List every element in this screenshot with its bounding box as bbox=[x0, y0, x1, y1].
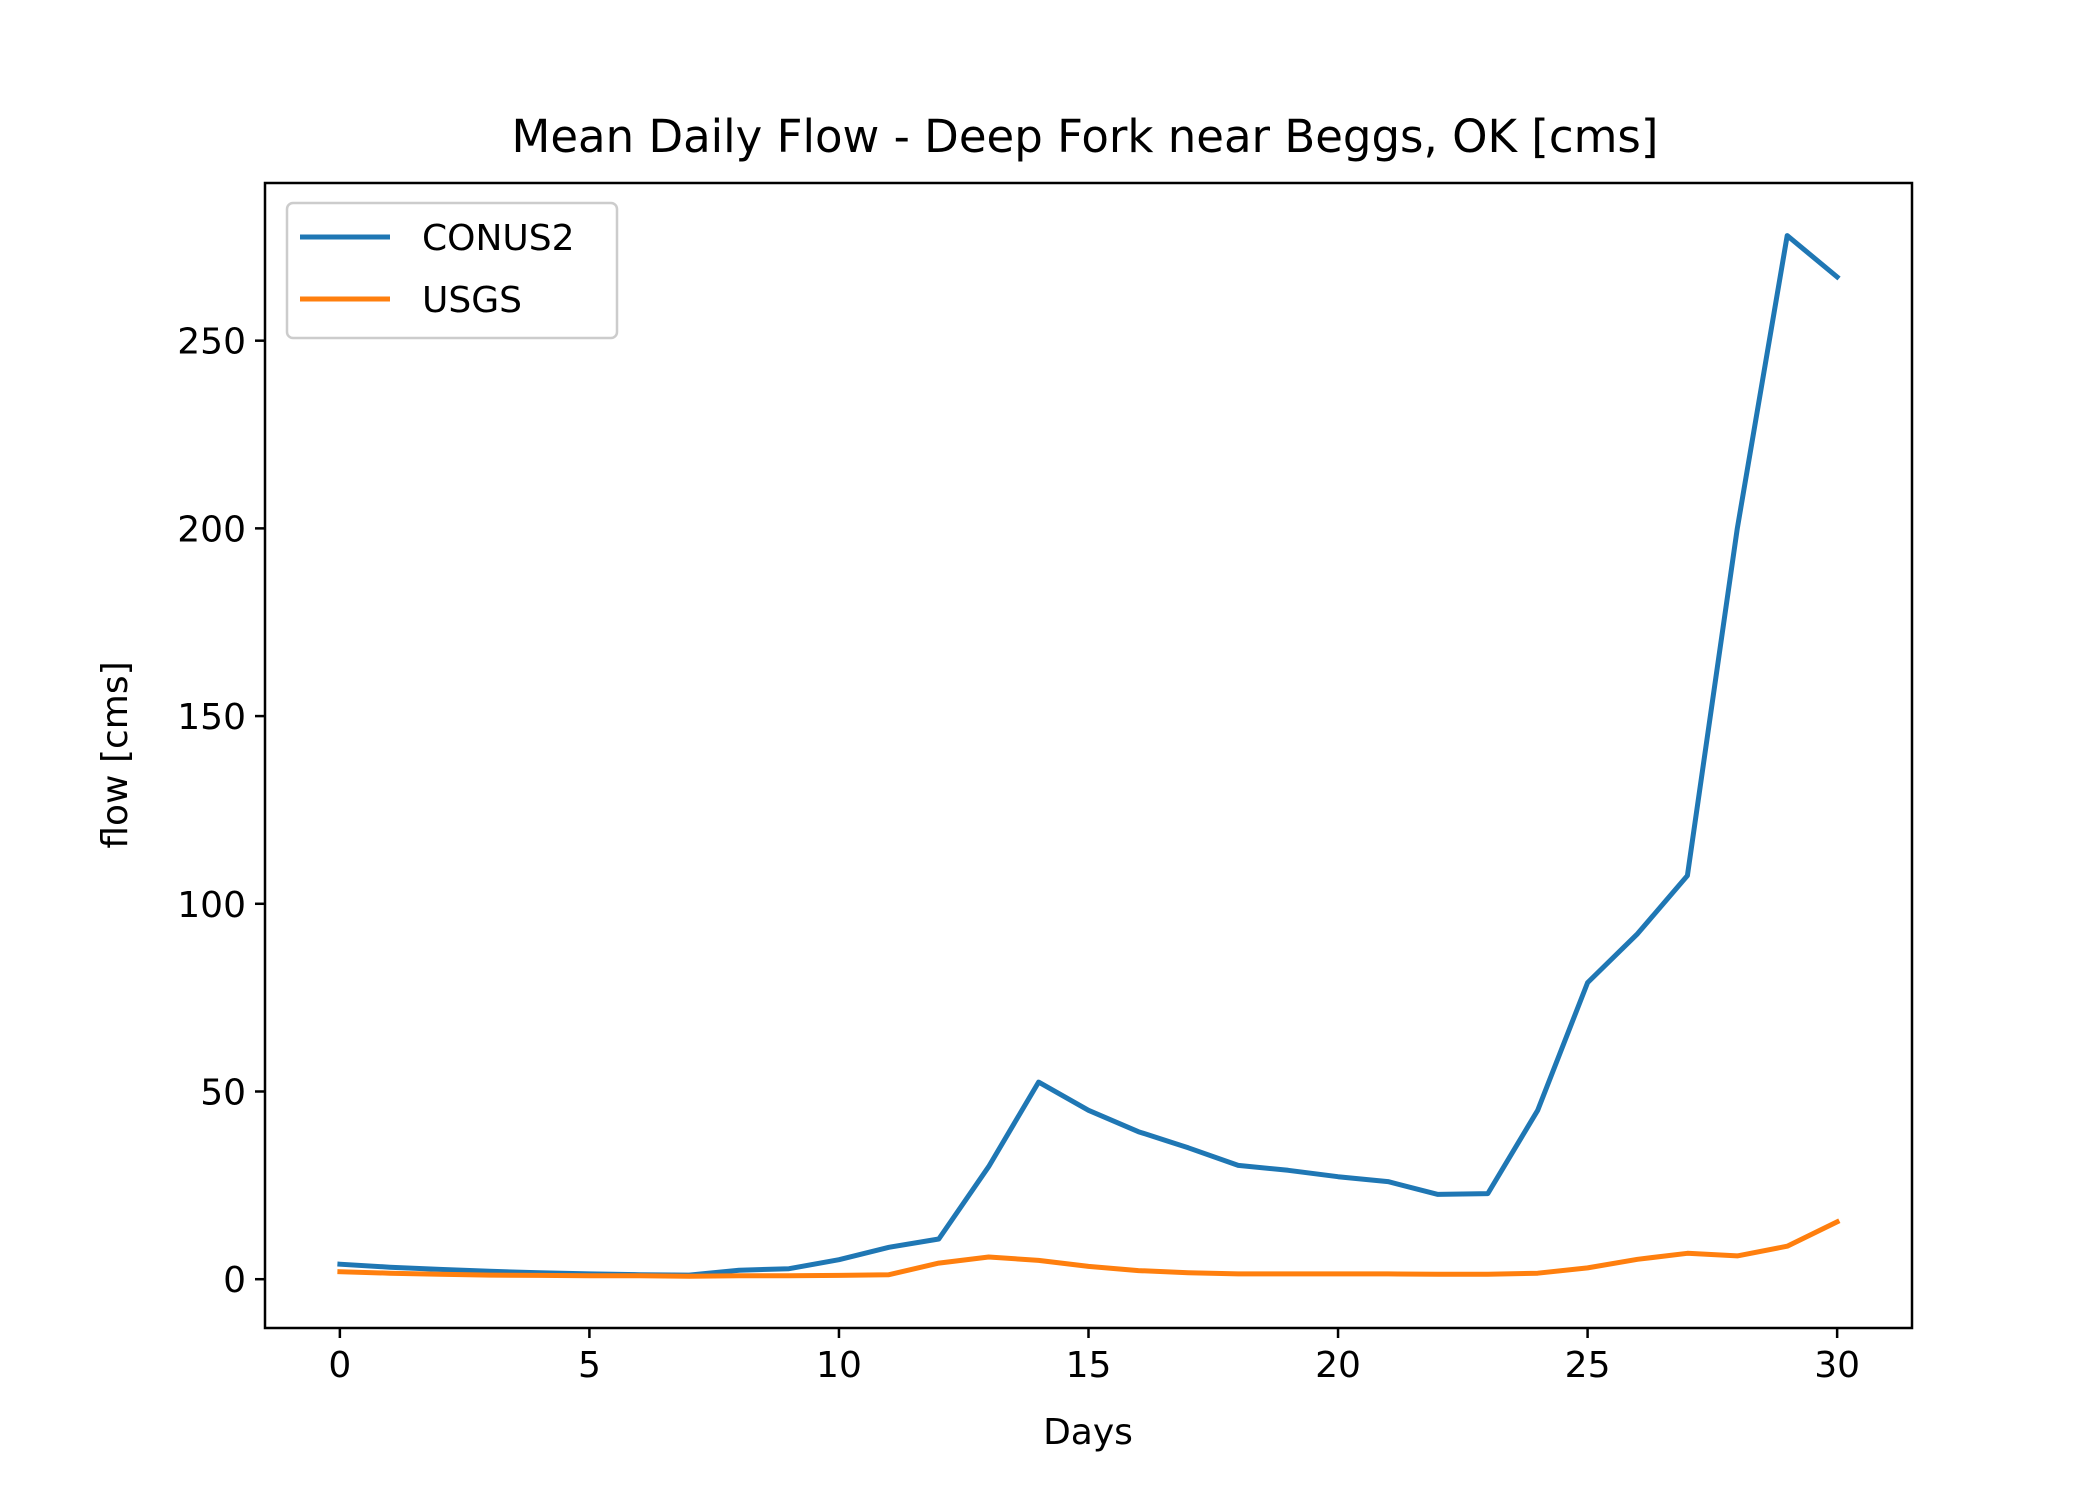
x-axis-label: Days bbox=[1043, 1412, 1133, 1453]
y-tick-label: 250 bbox=[177, 322, 246, 363]
x-tick-label: 15 bbox=[1066, 1345, 1112, 1386]
legend: CONUS2 USGS bbox=[285, 201, 619, 340]
y-tick-label: 0 bbox=[223, 1260, 246, 1301]
chart-title: Mean Daily Flow - Deep Fork near Beggs, … bbox=[512, 110, 1659, 163]
y-tick-label: 50 bbox=[200, 1072, 246, 1113]
x-tick-label: 20 bbox=[1315, 1345, 1361, 1386]
series-line-usgs bbox=[337, 1218, 1841, 1279]
legend-label-usgs: USGS bbox=[422, 280, 522, 321]
y-tick-label: 200 bbox=[177, 509, 246, 550]
legend-label-conus2: CONUS2 bbox=[422, 218, 575, 259]
series-layer bbox=[337, 233, 1841, 1279]
y-tick-label: 150 bbox=[177, 697, 246, 738]
y-axis: 0 50 100 150 200 250 bbox=[177, 322, 265, 1301]
x-tick-label: 5 bbox=[578, 1345, 601, 1386]
x-axis: 0 5 10 15 20 25 30 bbox=[328, 1328, 1860, 1386]
y-tick-label: 100 bbox=[177, 885, 246, 926]
y-axis-label: flow [cms] bbox=[95, 661, 136, 848]
plot-area bbox=[265, 183, 1912, 1328]
x-tick-label: 0 bbox=[328, 1345, 351, 1386]
plot-background bbox=[265, 183, 1912, 1328]
x-tick-label: 30 bbox=[1814, 1345, 1860, 1386]
x-tick-label: 25 bbox=[1565, 1345, 1611, 1386]
x-tick-label: 10 bbox=[816, 1345, 862, 1386]
